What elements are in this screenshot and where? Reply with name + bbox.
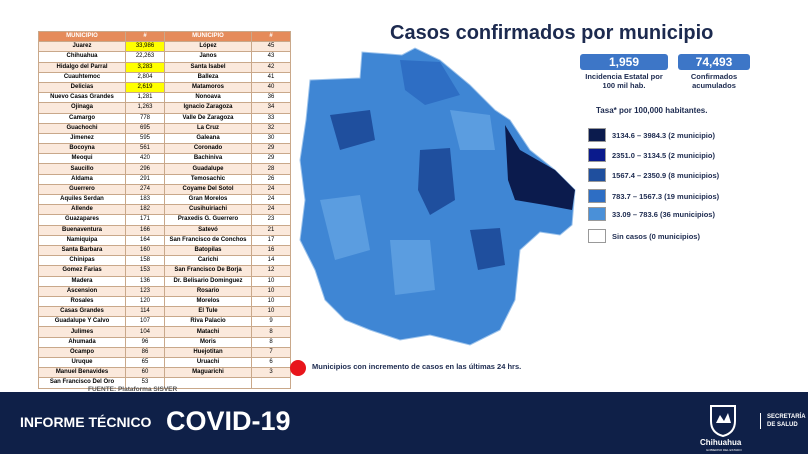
legend-item: 3134.6 – 3984.3 (2 municipio) bbox=[588, 128, 715, 142]
legend-swatch bbox=[588, 148, 606, 162]
table-row: Camargo 778 Valle De Zaragoza 33 bbox=[38, 112, 291, 124]
region-light bbox=[450, 110, 495, 150]
stat-value: 1,959 bbox=[580, 54, 668, 70]
region-mid-dark bbox=[470, 228, 505, 270]
empty-cell bbox=[251, 377, 291, 389]
table-row: San Francisco Del Oro 53 bbox=[38, 377, 291, 389]
table-row: Ascension 123 Rosario 10 bbox=[38, 285, 291, 297]
table-row: Namiquipa 164 San Francisco de Conchos 17 bbox=[38, 234, 291, 246]
region-dark bbox=[505, 125, 575, 210]
title: Casos confirmados por municipio bbox=[390, 22, 714, 44]
report-label: INFORME TÉCNICO bbox=[20, 414, 152, 430]
stat-label: Confirmados acumulados bbox=[690, 72, 738, 90]
legend-swatch bbox=[588, 207, 606, 221]
region-mid-dark bbox=[330, 110, 375, 150]
legend-item: Sin casos (0 municipios) bbox=[588, 229, 700, 243]
legend-item: 1567.4 – 2350.9 (8 municipios) bbox=[588, 168, 719, 182]
table-row: Hidalgo del Parral 3,283 Santa Isabel 42 bbox=[38, 61, 291, 73]
stat-label: Incidencia Estatal por 100 mil hab. bbox=[585, 72, 663, 90]
legend-label: 33.09 – 783.6 (36 municipios) bbox=[612, 209, 715, 219]
table-row: Delicias 2,619 Matamoros 40 bbox=[38, 81, 291, 94]
source: FUENTE: Plataforma SISVER bbox=[88, 386, 178, 393]
table-row: Meoqui 420 Bachiniva 29 bbox=[38, 153, 291, 165]
header-row: MUNICIPIO # MUNICIPIO # bbox=[38, 30, 291, 43]
legend-swatch bbox=[588, 128, 606, 142]
table-row: Aquiles Serdan 183 Gran Morelos 24 bbox=[38, 193, 291, 206]
legend-label: 783.7 – 1567.3 (19 municipios) bbox=[612, 191, 720, 201]
state-name: Chihuahua bbox=[700, 438, 742, 447]
table-row: Buenaventura 166 Satevó 21 bbox=[38, 224, 291, 236]
legend-swatch bbox=[588, 189, 606, 203]
logo bbox=[710, 405, 736, 437]
table-row: Ojinaga 1,263 Ignacio Zaragoza 34 bbox=[38, 102, 291, 114]
dept-label: SECRETARÍA DE SALUD bbox=[760, 413, 807, 429]
legend-label: 3134.6 – 3984.3 (2 municipio) bbox=[612, 130, 715, 140]
table-row: Madera 136 Dr. Belisario Dominguez 10 bbox=[38, 275, 291, 287]
region-mid-dark bbox=[400, 60, 460, 105]
legend-item: 2351.0 – 3134.5 (2 municipio) bbox=[588, 148, 715, 162]
legend-label: 2351.0 – 3134.5 (2 municipio) bbox=[612, 150, 715, 160]
legend-label: Sin casos (0 municipios) bbox=[612, 231, 700, 241]
table-row: Ahumada 96 Moris 8 bbox=[38, 336, 291, 348]
table-row: Julimes 104 Matachi 8 bbox=[38, 326, 291, 338]
table-row: Ocampo 86 Huejotitan 7 bbox=[38, 346, 291, 359]
red-dot bbox=[290, 360, 306, 376]
banner bbox=[0, 392, 808, 454]
gov-label: GOBIERNO DEL ESTADO bbox=[706, 448, 742, 452]
topic: COVID-19 bbox=[166, 406, 291, 436]
legend-swatch bbox=[588, 229, 606, 243]
increase-note: Municipios con incremento de casos en la… bbox=[312, 362, 522, 371]
legend-label: 1567.4 – 2350.9 (8 municipios) bbox=[612, 170, 720, 180]
table-row: Jimenez 595 Galeana 30 bbox=[38, 132, 291, 145]
table-row: Aldama 291 Temosachic 26 bbox=[38, 173, 291, 185]
legend-item: 783.7 – 1567.3 (19 municipios) bbox=[588, 189, 719, 203]
region-light bbox=[320, 195, 370, 260]
table-row: Rosales 120 Morelos 10 bbox=[38, 295, 291, 308]
region-light bbox=[390, 240, 435, 295]
rate-note: Tasa* por 100,000 habitantes. bbox=[596, 106, 708, 115]
legend-swatch bbox=[588, 168, 606, 182]
cases-table: MUNICIPIO # MUNICIPIO # Juarez 33,986 López 45 C… bbox=[38, 30, 291, 389]
legend-item: 33.09 – 783.6 (36 municipios) bbox=[588, 207, 715, 221]
stat-value: 74,493 bbox=[678, 54, 750, 70]
region-mid-dark bbox=[418, 148, 455, 215]
table-row: Nuevo Casas Grandes 1,281 Nonoava 36 bbox=[38, 92, 291, 104]
